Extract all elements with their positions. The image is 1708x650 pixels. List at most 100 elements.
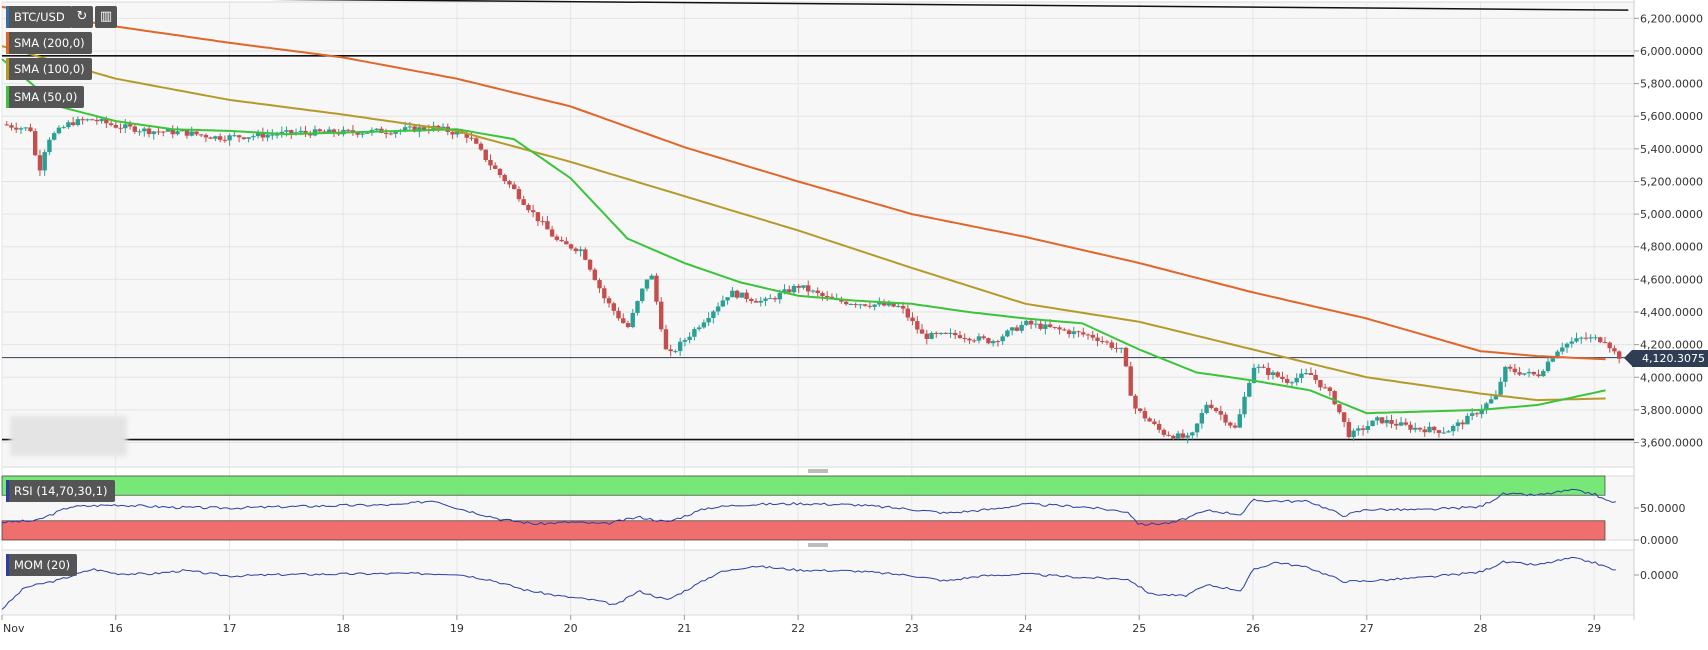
candle-body (393, 131, 398, 134)
x-tick-label: 23 (905, 622, 919, 635)
candle-body (616, 310, 621, 319)
candle-body (32, 131, 38, 156)
candle-body (1185, 435, 1190, 438)
rsi-tag[interactable]: RSI (14,70,30,1) (6, 480, 115, 502)
candle-body (1517, 372, 1522, 375)
candle-body (516, 189, 522, 200)
sma200-tag[interactable]: SMA (200,0) (6, 32, 92, 54)
candle-body (1379, 417, 1385, 424)
chart-settings-icon[interactable]: ▥ (95, 6, 117, 28)
sma200-tag-accent (6, 32, 9, 54)
candle-body (232, 135, 237, 137)
y-tick-label: 3,800.0000 (1640, 404, 1703, 417)
candle-body (255, 132, 261, 137)
candle-body (858, 304, 863, 306)
candle-body (327, 129, 332, 133)
candle-body (146, 128, 152, 134)
candle-body (843, 301, 849, 305)
candle-body (222, 139, 228, 141)
candle-body (554, 236, 560, 240)
y-tick-label: 5,400.0000 (1640, 143, 1703, 156)
symbol-tag[interactable]: BTC/USD (6, 6, 72, 28)
candle-body (587, 259, 593, 270)
candle-body (502, 175, 507, 182)
candle-body (1308, 373, 1314, 375)
candle-body (37, 155, 43, 171)
candle-body (1455, 422, 1461, 427)
candle-body (1498, 381, 1503, 395)
candle-body (597, 280, 602, 289)
candle-body (493, 165, 498, 169)
candle-body (1028, 320, 1034, 325)
sma200-line (1, 5, 1606, 361)
candle-body (787, 289, 792, 293)
sma50-tag[interactable]: SMA (50,0) (6, 86, 85, 108)
candle-body (734, 290, 740, 298)
candle-body (488, 159, 493, 166)
candle-body (1090, 334, 1095, 338)
candle-body (336, 133, 341, 135)
candle-body (1318, 380, 1323, 388)
candle-body (730, 290, 735, 298)
candle-body (270, 134, 275, 136)
candle-body (521, 199, 526, 205)
candle-body (113, 124, 119, 128)
mom-tag[interactable]: MOM (20) (6, 554, 78, 576)
candle-body (696, 327, 702, 330)
y-tick-label: 4,400.0000 (1640, 306, 1703, 319)
candle-body (953, 332, 958, 336)
refresh-icon[interactable]: ↻ (71, 6, 93, 28)
candle-body (265, 134, 270, 138)
y-tick-label: 4,600.0000 (1640, 273, 1703, 286)
x-tick-label: 16 (109, 622, 123, 635)
candle-body (881, 302, 887, 306)
candle-body (70, 122, 76, 126)
candle-body (469, 137, 474, 139)
candle-body (1100, 341, 1105, 343)
candle-body (274, 134, 280, 136)
candle-body (1218, 411, 1224, 415)
candle-body (1251, 367, 1257, 383)
candle-body (1522, 373, 1527, 375)
candle-body (284, 130, 289, 132)
y-tick-label: 5,600.0000 (1640, 110, 1703, 123)
candle-body (412, 126, 417, 132)
candle-body (80, 119, 85, 121)
candle-body (511, 184, 517, 190)
candle-body (1526, 371, 1532, 374)
rsi-tick-label: 50.0000 (1640, 502, 1686, 515)
candle-body (1161, 429, 1167, 435)
candle-body (251, 136, 256, 138)
candle-body (938, 332, 944, 334)
candle-body (1128, 366, 1133, 396)
candle-body (99, 118, 104, 122)
candle-body (640, 288, 645, 302)
candle-body (1223, 414, 1228, 423)
candle-body (635, 301, 640, 313)
candle-body (763, 298, 768, 301)
candle-body (1266, 367, 1271, 375)
candle-body (668, 349, 673, 352)
candle-body (407, 126, 413, 128)
rsi-tag-accent (6, 480, 9, 502)
candle-body (1114, 347, 1119, 349)
candle-body (772, 298, 778, 300)
x-tick-label: 17 (222, 622, 236, 635)
candle-body (1261, 366, 1266, 368)
candle-body (948, 332, 953, 334)
candle-body (1256, 366, 1261, 368)
x-tick-label: 22 (791, 622, 805, 635)
candle-body (1398, 422, 1404, 426)
candle-body (1394, 423, 1399, 426)
candle-body (85, 119, 90, 121)
candle-body (649, 275, 654, 280)
candle-body (180, 130, 185, 132)
candle-body (23, 127, 28, 129)
candle-body (298, 130, 303, 133)
candle-body (75, 119, 81, 126)
candle-body (1313, 374, 1318, 381)
candle-body (606, 298, 612, 304)
sma100-tag[interactable]: SMA (100,0) (6, 58, 92, 80)
candle-body (1232, 425, 1238, 428)
candle-body (360, 133, 365, 135)
